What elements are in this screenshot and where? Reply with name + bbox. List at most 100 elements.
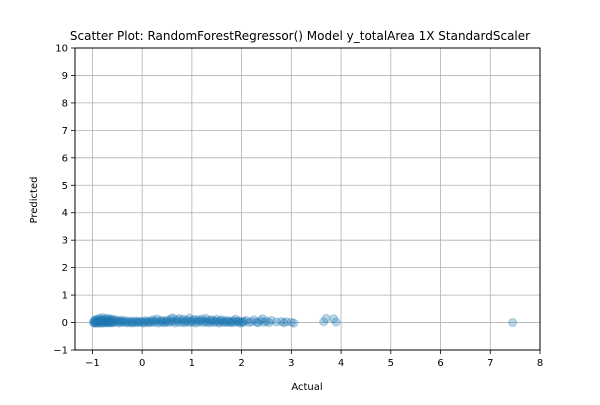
scatter-point (92, 314, 102, 324)
scatter-point (222, 315, 232, 325)
scatter-point (214, 318, 224, 328)
x-tick-label: 6 (437, 358, 443, 369)
scatter-point (136, 318, 146, 328)
scatter-point (212, 314, 222, 324)
y-tick-label: 4 (62, 208, 68, 219)
scatter-point (107, 314, 117, 324)
scatter-point (93, 317, 103, 327)
scatter-point (189, 314, 199, 324)
x-tick-label: 4 (338, 358, 344, 369)
scatter-point (169, 316, 179, 326)
scatter-point (151, 316, 161, 326)
scatter-point (249, 315, 259, 325)
scatter-point (101, 313, 111, 323)
scatter-point (106, 315, 116, 325)
scatter-point (203, 316, 213, 326)
scatter-point (102, 316, 112, 326)
y-tick-label: 10 (55, 44, 68, 55)
scatter-point (127, 318, 137, 328)
scatter-point (206, 315, 216, 325)
scatter-point (219, 316, 229, 326)
scatter-point (100, 318, 110, 328)
scatter-point (186, 316, 196, 326)
scatter-point (167, 317, 177, 327)
scatter-point (161, 317, 171, 327)
chart-title: Scatter Plot: RandomForestRegressor() Mo… (70, 29, 530, 43)
scatter-point (90, 317, 100, 327)
scatter-point (264, 318, 274, 328)
x-axis-ticks: −1 0 1 2 3 4 5 6 7 8 (85, 350, 543, 369)
scatter-point (133, 317, 143, 327)
scatter-point (179, 318, 189, 328)
scatter-point (97, 317, 107, 327)
scatter-point (96, 315, 106, 325)
scatter-point (96, 318, 106, 328)
scatter-point (182, 315, 192, 325)
scatter-point (281, 317, 291, 327)
x-tick-label: 1 (189, 358, 195, 369)
y-tick-label: −1 (53, 346, 68, 357)
scatter-point (236, 318, 246, 328)
scatter-point (217, 315, 227, 325)
scatter-point (208, 315, 218, 325)
scatter-point (242, 315, 252, 325)
scatter-point (155, 316, 165, 326)
scatter-point (229, 318, 239, 328)
scatter-point (233, 317, 243, 327)
y-tick-label: 1 (62, 291, 68, 302)
scatter-point (266, 315, 276, 325)
scatter-point (197, 314, 207, 324)
scatter-point (111, 315, 121, 325)
scatter-point (198, 318, 208, 328)
x-tick-label: −1 (85, 358, 100, 369)
scatter-point (173, 317, 183, 327)
scatter-point (98, 316, 108, 326)
scatter-point (148, 315, 158, 325)
scatter-point (123, 316, 133, 326)
scatter-point (95, 317, 105, 327)
scatter-point (271, 317, 281, 327)
scatter-point (157, 317, 167, 327)
scatter-point (184, 313, 194, 323)
scatter-point (216, 316, 226, 326)
scatter-point (91, 318, 101, 328)
scatter-point (154, 318, 164, 328)
scatter-point (88, 318, 98, 328)
scatter-point (139, 318, 149, 328)
scatter-point (321, 313, 331, 323)
scatter-point (115, 316, 125, 326)
scatter-point (166, 314, 176, 324)
scatter-point (174, 313, 184, 323)
x-tick-label: 0 (139, 358, 145, 369)
scatter-point (237, 317, 247, 327)
y-tick-label: 0 (62, 318, 68, 329)
scatter-point (99, 318, 109, 328)
scatter-point (319, 317, 329, 327)
scatter-point (289, 318, 299, 328)
scatter-point (97, 313, 107, 323)
scatter-point (176, 318, 186, 328)
scatter-point (191, 318, 201, 328)
scatter-point (156, 315, 166, 325)
scatter-point (100, 316, 110, 326)
scatter-point (140, 317, 150, 327)
scatter-point (147, 317, 157, 327)
scatter-point (239, 316, 249, 326)
scatter-point (218, 317, 228, 327)
scatter-point (93, 318, 103, 328)
scatter-point (170, 318, 180, 328)
scatter-point (114, 318, 124, 328)
scatter-point (228, 316, 238, 326)
scatter-point (234, 316, 244, 326)
scatter-point (238, 318, 248, 328)
scatter-point (247, 317, 257, 327)
scatter-point (105, 314, 115, 324)
scatter-point (104, 318, 114, 328)
scatter-point (232, 316, 242, 326)
scatter-point (223, 317, 233, 327)
y-tick-label: 9 (62, 71, 68, 82)
scatter-point (118, 317, 128, 327)
scatter-point (110, 316, 120, 326)
scatter-point (141, 316, 151, 326)
